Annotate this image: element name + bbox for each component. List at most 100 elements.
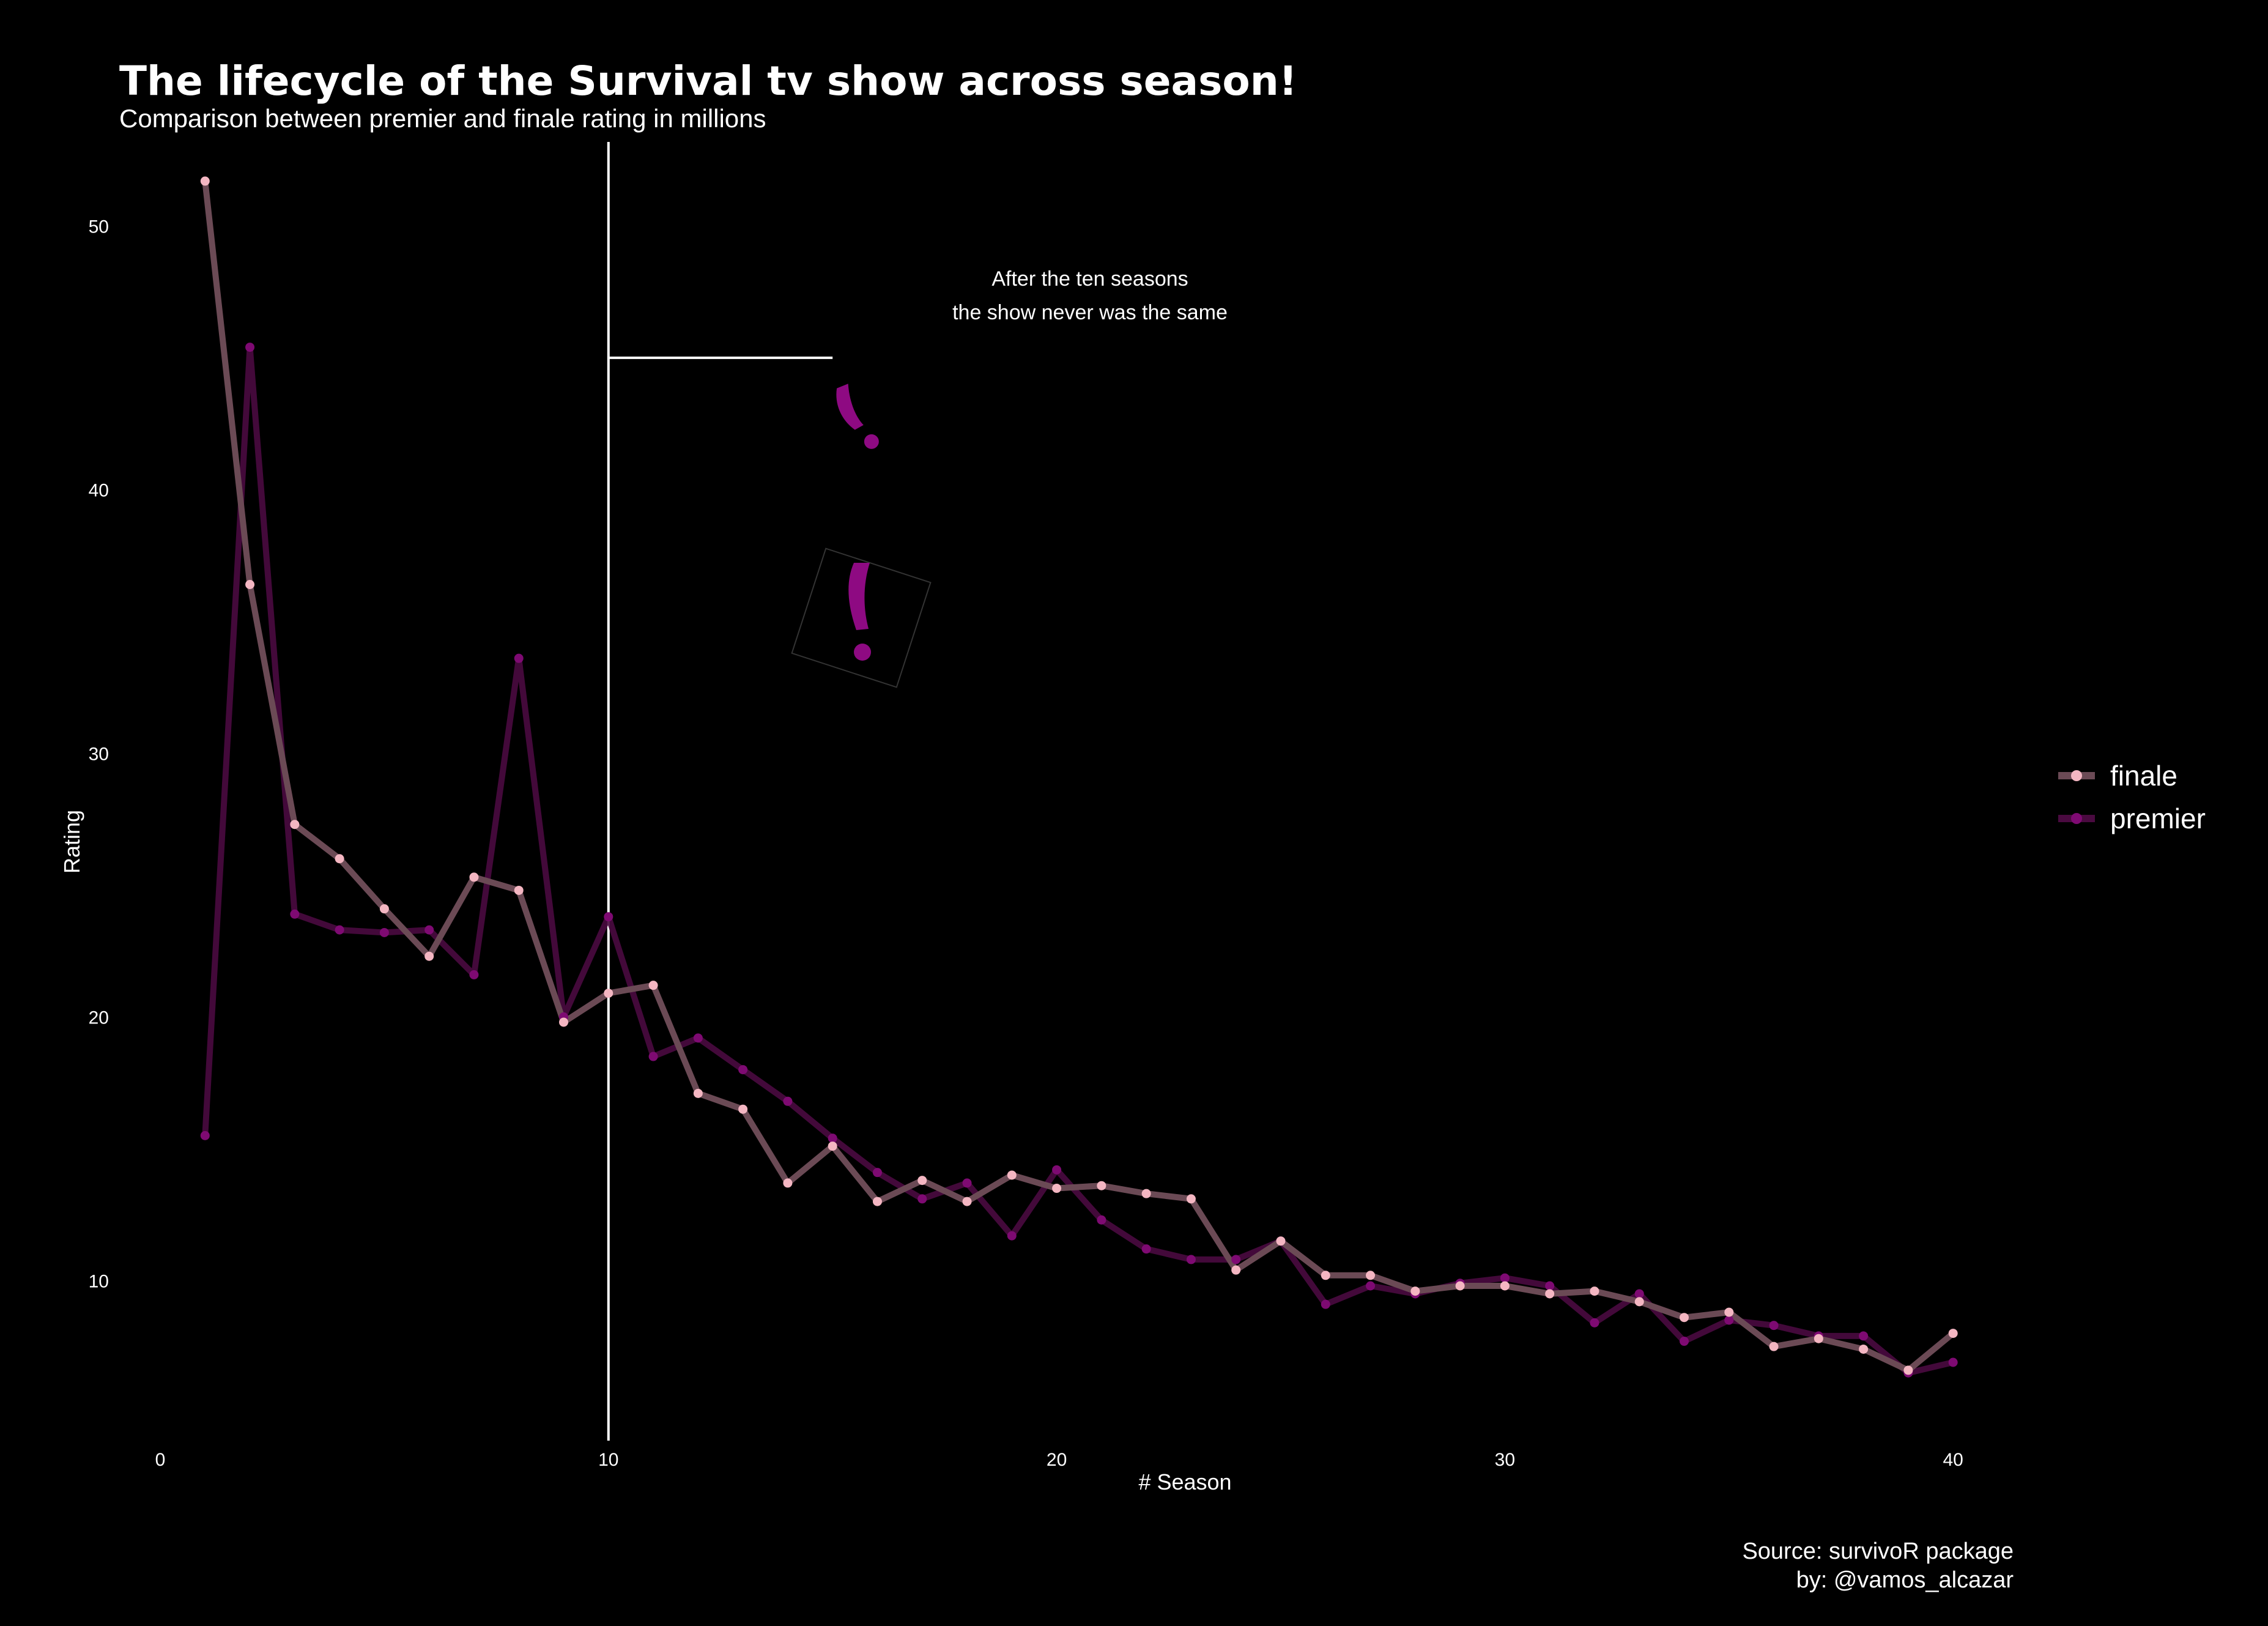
data-point-finale bbox=[693, 1088, 703, 1098]
data-point-premier bbox=[514, 653, 524, 663]
data-point-premier bbox=[648, 1052, 658, 1061]
data-point-finale bbox=[1097, 1181, 1106, 1190]
data-point-premier bbox=[469, 970, 479, 979]
data-point-premier bbox=[917, 1194, 927, 1204]
y-tick-label: 30 bbox=[89, 744, 109, 764]
data-point-finale bbox=[1679, 1313, 1689, 1323]
exclamation-stroke bbox=[836, 384, 864, 430]
data-point-premier bbox=[1097, 1215, 1106, 1225]
y-axis-ticks: 10 20 30 40 50 bbox=[89, 217, 109, 1291]
data-point-finale bbox=[1859, 1344, 1869, 1354]
data-point-premier bbox=[1590, 1318, 1599, 1327]
data-point-premier bbox=[1545, 1281, 1555, 1291]
data-point-finale bbox=[1321, 1271, 1330, 1280]
data-point-premier bbox=[335, 925, 344, 935]
data-point-finale bbox=[1455, 1281, 1465, 1291]
data-point-premier bbox=[962, 1178, 972, 1188]
chart-subtitle: Comparison between premier and finale ra… bbox=[119, 104, 766, 133]
data-point-premier bbox=[604, 912, 613, 922]
data-point-premier bbox=[872, 1168, 882, 1178]
data-point-premier bbox=[738, 1065, 748, 1075]
data-point-premier bbox=[1007, 1231, 1017, 1241]
data-point-finale bbox=[962, 1197, 972, 1206]
exclamation-box-mark bbox=[848, 563, 871, 661]
chart-title: The lifecycle of the Survival tv show ac… bbox=[119, 58, 1297, 105]
data-point-premier bbox=[1321, 1299, 1330, 1309]
data-point-premier bbox=[290, 909, 300, 919]
exclamation-dot bbox=[864, 434, 879, 449]
data-point-premier bbox=[783, 1096, 793, 1106]
x-tick-label: 20 bbox=[1047, 1450, 1067, 1470]
data-point-finale bbox=[1769, 1342, 1779, 1351]
exclamation-box-frame bbox=[791, 548, 932, 688]
data-point-premier bbox=[1679, 1337, 1689, 1346]
exclamation-icon bbox=[836, 384, 879, 449]
series-lines bbox=[202, 178, 1957, 1376]
y-tick-label: 20 bbox=[89, 1008, 109, 1028]
data-point-finale bbox=[379, 904, 389, 914]
data-point-premier bbox=[379, 927, 389, 937]
data-point-finale bbox=[514, 885, 524, 895]
data-point-premier bbox=[828, 1134, 837, 1143]
data-point-premier bbox=[1366, 1281, 1376, 1291]
data-point-finale bbox=[1903, 1365, 1913, 1375]
data-point-premier bbox=[1769, 1321, 1779, 1331]
x-axis-ticks: 0 10 20 30 40 bbox=[155, 1450, 1963, 1470]
data-point-finale bbox=[469, 872, 479, 882]
data-point-finale bbox=[917, 1176, 927, 1186]
data-point-finale bbox=[559, 1017, 569, 1027]
data-point-finale bbox=[1052, 1184, 1062, 1194]
data-point-premier bbox=[1141, 1244, 1151, 1254]
annotation-text-line-1: After the ten seasons bbox=[991, 267, 1188, 291]
y-axis-label: Rating bbox=[59, 810, 84, 874]
data-point-finale bbox=[783, 1178, 793, 1188]
data-point-premier bbox=[424, 925, 434, 935]
data-point-premier bbox=[1052, 1165, 1062, 1175]
caption-author: by: @vamos_alcazar bbox=[1796, 1567, 2014, 1593]
data-point-finale bbox=[290, 820, 300, 830]
exclamation-box-stroke bbox=[848, 563, 870, 630]
data-point-finale bbox=[1634, 1297, 1644, 1307]
x-tick-label: 0 bbox=[155, 1450, 166, 1470]
x-axis-label: # Season bbox=[1138, 1469, 1231, 1494]
data-point-finale bbox=[1141, 1189, 1151, 1198]
legend-premier-label: premier bbox=[2110, 803, 2206, 834]
data-point-finale bbox=[738, 1104, 748, 1114]
data-point-premier bbox=[1634, 1289, 1644, 1299]
legend-finale-dot bbox=[2071, 770, 2082, 781]
annotation: After the ten seasons the show never was… bbox=[607, 142, 1228, 1441]
data-point-finale bbox=[648, 981, 658, 990]
data-point-premier bbox=[1186, 1255, 1196, 1264]
data-point-premier bbox=[1500, 1273, 1510, 1283]
data-point-finale bbox=[1814, 1334, 1823, 1343]
data-point-finale bbox=[828, 1142, 837, 1151]
data-point-premier bbox=[1948, 1357, 1958, 1367]
data-point-finale bbox=[1366, 1271, 1376, 1280]
data-point-finale bbox=[1276, 1236, 1286, 1246]
data-point-finale bbox=[1007, 1170, 1017, 1180]
x-tick-label: 40 bbox=[1943, 1450, 1963, 1470]
y-tick-label: 40 bbox=[89, 480, 109, 500]
data-point-finale bbox=[872, 1197, 882, 1206]
data-point-finale bbox=[1186, 1194, 1196, 1204]
series-points bbox=[200, 176, 1958, 1378]
legend-finale-label: finale bbox=[2110, 760, 2177, 792]
data-point-finale bbox=[424, 951, 434, 961]
annotation-text-line-2: the show never was the same bbox=[952, 301, 1228, 324]
exclamation-box-icon bbox=[791, 548, 932, 688]
caption-source: Source: survivoR package bbox=[1742, 1539, 2014, 1564]
data-point-finale bbox=[1948, 1329, 1958, 1338]
y-tick-label: 50 bbox=[89, 217, 109, 237]
data-point-finale bbox=[1545, 1289, 1555, 1299]
data-point-finale bbox=[1724, 1307, 1734, 1317]
data-point-premier bbox=[693, 1033, 703, 1043]
data-point-finale bbox=[1231, 1265, 1241, 1275]
data-point-premier bbox=[1724, 1315, 1734, 1325]
data-point-premier bbox=[1231, 1255, 1241, 1264]
data-point-finale bbox=[335, 854, 344, 864]
series-line-finale bbox=[202, 178, 1957, 1373]
data-point-finale bbox=[604, 989, 613, 998]
data-point-finale bbox=[1590, 1286, 1599, 1296]
